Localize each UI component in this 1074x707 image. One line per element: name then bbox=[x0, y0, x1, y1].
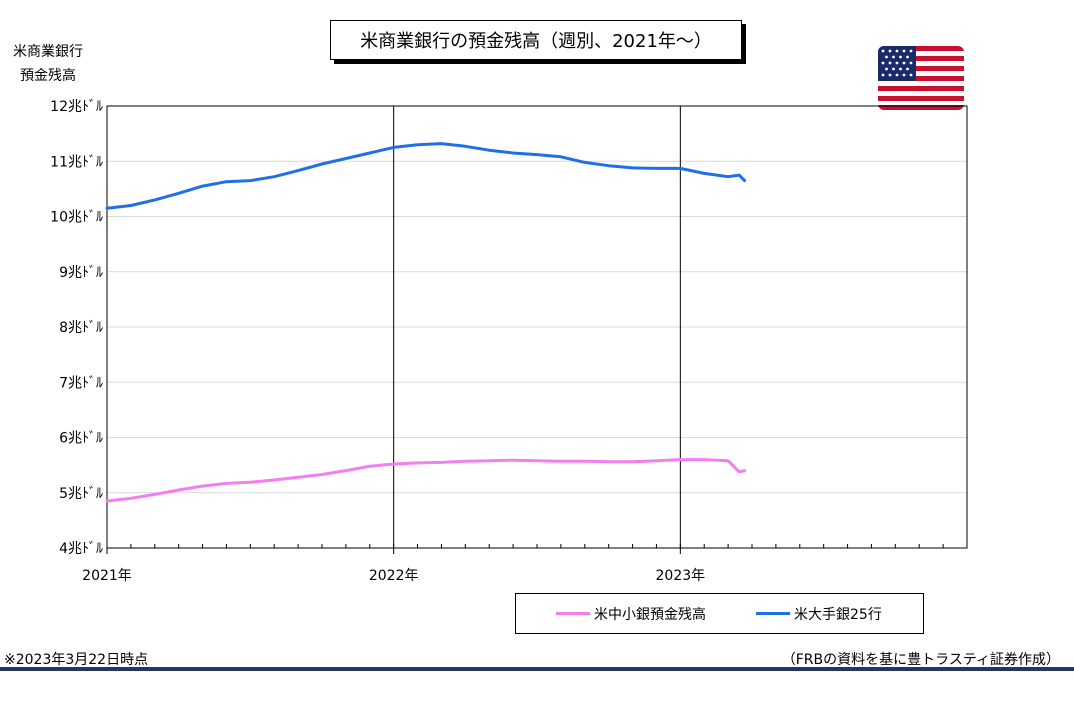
legend-item-small-banks: 米中小銀預金残高 bbox=[556, 604, 706, 624]
footnote: ※2023年3月22日時点 bbox=[4, 652, 149, 668]
legend-swatch-large-banks bbox=[756, 612, 790, 615]
series-line-large-banks bbox=[105, 142, 747, 210]
legend-swatch-small-banks bbox=[556, 612, 590, 615]
grid-lines bbox=[107, 160, 967, 494]
x-tick-label: 2023年 bbox=[656, 568, 706, 584]
legend-label-large-banks: 米大手銀25行 bbox=[794, 606, 882, 623]
x-tick-label: 2022年 bbox=[369, 568, 419, 584]
y-tick-labels: 12兆ﾄﾞﾙ 11兆ﾄﾞﾙ 10兆ﾄﾞﾙ 9兆ﾄﾞﾙ 8兆ﾄﾞﾙ 7兆ﾄﾞﾙ 6兆ﾄﾞﾙ 5兆… bbox=[50, 99, 103, 557]
series-line-small-banks bbox=[105, 458, 747, 503]
chart-title: 米商業銀行の預金残高（週別、2021年～） bbox=[330, 20, 742, 60]
series-lines bbox=[105, 142, 747, 503]
x-tick-label: 2021年 bbox=[82, 568, 132, 584]
x-tick-labels: 2021年 2022年 2023年 bbox=[82, 568, 705, 584]
y-axis-label-line1: 米商業銀行 bbox=[13, 44, 83, 60]
y-axis-label: 米商業銀行 預金残高 bbox=[10, 40, 86, 88]
y-tick-label: 11兆ﾄﾞﾙ bbox=[50, 154, 103, 170]
y-tick-label: 8兆ﾄﾞﾙ bbox=[59, 320, 103, 336]
y-tick-label: 7兆ﾄﾞﾙ bbox=[59, 375, 103, 391]
year-divider-lines bbox=[106, 106, 681, 554]
y-tick-label: 6兆ﾄﾞﾙ bbox=[59, 431, 103, 447]
legend-item-large-banks: 米大手銀25行 bbox=[756, 604, 882, 624]
y-axis-label-line2: 預金残高 bbox=[20, 68, 76, 84]
chart-title-text: 米商業銀行の預金残高（週別、2021年～） bbox=[360, 31, 712, 52]
y-tick-label: 12兆ﾄﾞﾙ bbox=[50, 99, 103, 115]
y-tick-label: 5兆ﾄﾞﾙ bbox=[59, 486, 103, 502]
y-tick-label: 4兆ﾄﾞﾙ bbox=[59, 541, 103, 557]
us-flag-icon bbox=[878, 46, 964, 110]
y-tick-label: 9兆ﾄﾞﾙ bbox=[59, 265, 103, 281]
deposit-line-chart: 12兆ﾄﾞﾙ 11兆ﾄﾞﾙ 10兆ﾄﾞﾙ 9兆ﾄﾞﾙ 8兆ﾄﾞﾙ 7兆ﾄﾞﾙ 6兆ﾄﾞﾙ 5兆… bbox=[50, 99, 968, 584]
x-minor-ticks bbox=[106, 544, 968, 548]
legend-label-small-banks: 米中小銀預金残高 bbox=[594, 606, 706, 623]
chart-legend: 米中小銀預金残高 米大手銀25行 bbox=[515, 593, 924, 634]
source-note: （FRBの資料を基に豊トラスティ証券作成） bbox=[781, 652, 1060, 668]
bottom-rule bbox=[0, 667, 1074, 671]
y-tick-label: 10兆ﾄﾞﾙ bbox=[50, 210, 103, 226]
